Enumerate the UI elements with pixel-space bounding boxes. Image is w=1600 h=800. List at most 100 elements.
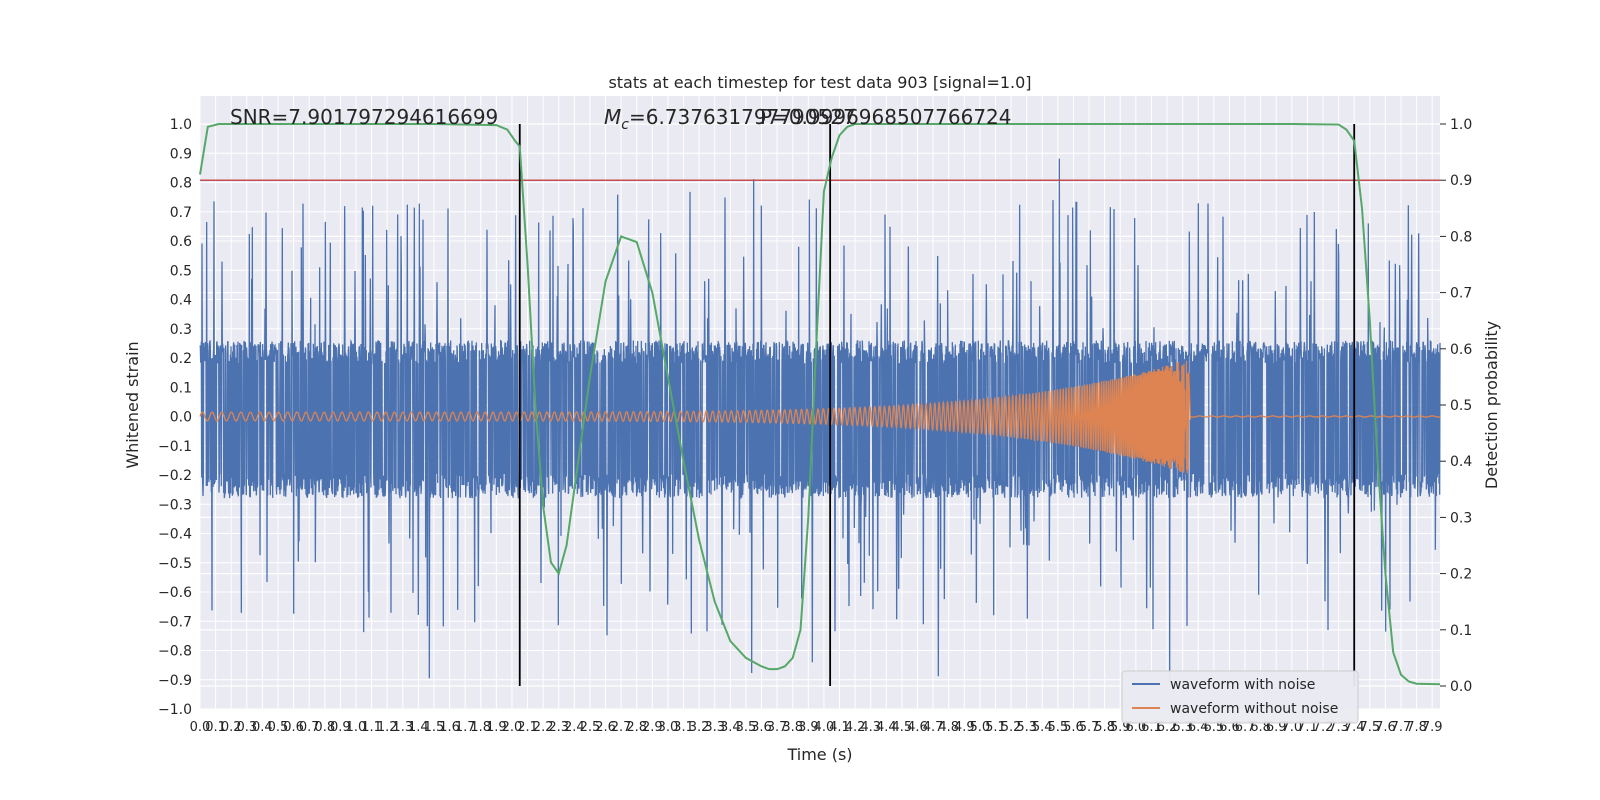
- x-tick-label: 6.9: [1266, 720, 1287, 735]
- x-tick-label: 4.1: [829, 720, 850, 735]
- x-tick-label: 4.5: [892, 720, 913, 735]
- y-tick-label: −0.5: [158, 556, 192, 572]
- x-tick-label: 5.8: [1094, 720, 1115, 735]
- y-tick-label: 0.0: [170, 410, 192, 426]
- x-tick-label: 4.0: [814, 720, 835, 735]
- series-detection-probability: [199, 123, 1441, 686]
- y-tick-label: −0.2: [158, 468, 192, 484]
- x-tick-label: 3.5: [736, 720, 757, 735]
- x-tick-label: 1.4: [408, 720, 429, 735]
- x-tick-label: 6.1: [1141, 720, 1162, 735]
- y2-tick-label: 0.5: [1450, 398, 1472, 414]
- y2-tick-label: 0.0: [1450, 679, 1472, 695]
- y-tick-label: 0.4: [170, 293, 192, 309]
- x-tick-label: 0.4: [252, 720, 273, 735]
- x-tick-label: 1.5: [424, 720, 445, 735]
- x-tick-label: 3.7: [767, 720, 788, 735]
- x-tick-label: 2.4: [564, 720, 585, 735]
- y2-axis-label: Detection probability: [1482, 321, 1501, 489]
- y-tick-label: 0.3: [170, 322, 192, 338]
- y2-tick-label: 1.0: [1450, 117, 1472, 133]
- x-tick-label: 6.7: [1235, 720, 1256, 735]
- y2-tick-label: 0.4: [1450, 454, 1472, 470]
- x-tick-label: 5.0: [970, 720, 991, 735]
- y-tick-label: −0.4: [158, 527, 192, 543]
- x-tick-label: 5.3: [1016, 720, 1037, 735]
- y2-axis-ticks: 0.0 0.1 0.2 0.3 0.4 0.5 0.6 0.7 0.8 0.9 1.0: [1440, 117, 1472, 695]
- y-tick-label: 0.5: [170, 263, 192, 279]
- x-tick-label: 4.2: [845, 720, 866, 735]
- x-tick-label: 5.9: [1110, 720, 1131, 735]
- y-axis-ticks: −1.0 −0.9 −0.8 −0.7 −0.6 −0.5 −0.4 −0.3 −0.2 −0.1…: [158, 117, 192, 718]
- y-tick-label: −0.1: [158, 439, 192, 455]
- y-tick-label: 0.9: [170, 146, 192, 162]
- x-tick-label: 2.5: [580, 720, 601, 735]
- y-tick-label: 1.0: [170, 117, 192, 133]
- x-tick-label: 4.6: [907, 720, 928, 735]
- x-tick-label: 4.9: [954, 720, 975, 735]
- x-tick-label: 7.2: [1313, 720, 1334, 735]
- y-tick-label: 0.1: [170, 380, 192, 396]
- x-tick-label: 6.0: [1126, 720, 1147, 735]
- y-tick-label: −0.3: [158, 497, 192, 513]
- x-tick-label: 5.7: [1079, 720, 1100, 735]
- x-axis-ticks: 0.00.10.20.30.40.50.60.70.80.91.01.11.21…: [190, 720, 1443, 735]
- x-tick-label: 2.8: [626, 720, 647, 735]
- x-tick-label: 3.4: [720, 720, 741, 735]
- x-tick-label: 5.5: [1048, 720, 1069, 735]
- x-tick-label: 6.8: [1250, 720, 1271, 735]
- x-tick-label: 0.6: [283, 720, 304, 735]
- x-tick-label: 1.0: [346, 720, 367, 735]
- x-tick-label: 4.7: [923, 720, 944, 735]
- x-tick-label: 1.2: [377, 720, 398, 735]
- annotation-mc: Mc=6.737631797790527: [604, 105, 856, 133]
- x-tick-label: 2.6: [595, 720, 616, 735]
- x-tick-label: 0.0: [190, 720, 211, 735]
- annotation-mc-value: =6.737631797790527: [629, 105, 856, 129]
- x-tick-label: 4.8: [938, 720, 959, 735]
- chart-title: stats at each timestep for test data 903…: [608, 73, 1031, 92]
- x-tick-label: 6.3: [1172, 720, 1193, 735]
- x-tick-label: 2.7: [611, 720, 632, 735]
- x-tick-label: 1.6: [439, 720, 460, 735]
- y-tick-label: 0.7: [170, 205, 192, 221]
- x-tick-label: 2.1: [517, 720, 538, 735]
- x-tick-label: 7.7: [1391, 720, 1412, 735]
- x-axis-label: Time (s): [786, 745, 852, 764]
- x-tick-label: 0.7: [299, 720, 320, 735]
- x-tick-label: 7.1: [1297, 720, 1318, 735]
- x-tick-label: 5.4: [1032, 720, 1053, 735]
- x-tick-label: 3.6: [751, 720, 772, 735]
- y-tick-label: 0.6: [170, 234, 192, 250]
- y-tick-label: 0.8: [170, 176, 192, 192]
- x-tick-label: 2.3: [548, 720, 569, 735]
- y-tick-label: −0.7: [158, 614, 192, 630]
- x-tick-label: 1.1: [361, 720, 382, 735]
- x-tick-label: 6.6: [1219, 720, 1240, 735]
- series-waveform-with-noise: [199, 158, 1441, 684]
- x-tick-label: 7.8: [1406, 720, 1427, 735]
- x-tick-label: 5.6: [1063, 720, 1084, 735]
- legend: waveform with noise waveform without noi…: [1121, 670, 1359, 724]
- y2-tick-label: 0.6: [1450, 342, 1472, 358]
- x-tick-label: 7.6: [1375, 720, 1396, 735]
- x-tick-label: 1.7: [455, 720, 476, 735]
- noise-waveform-path: [199, 158, 1441, 684]
- x-tick-label: 0.5: [268, 720, 289, 735]
- x-tick-label: 1.3: [392, 720, 413, 735]
- x-tick-label: 2.0: [502, 720, 523, 735]
- y2-tick-label: 0.1: [1450, 623, 1472, 639]
- x-tick-label: 0.8: [314, 720, 335, 735]
- annotations: SNR=7.901797294616699 Mc=6.7376317977905…: [230, 105, 1012, 133]
- x-tick-label: 7.4: [1344, 720, 1365, 735]
- y2-tick-label: 0.9: [1450, 173, 1472, 189]
- x-tick-label: 3.9: [798, 720, 819, 735]
- y-tick-label: 0.2: [170, 351, 192, 367]
- x-tick-label: 3.1: [673, 720, 694, 735]
- legend-label-clean: waveform without noise: [1170, 701, 1338, 717]
- x-tick-label: 0.2: [221, 720, 242, 735]
- y-axis-label: Whitened strain: [123, 341, 142, 468]
- x-tick-label: 7.9: [1422, 720, 1443, 735]
- x-tick-label: 2.2: [533, 720, 554, 735]
- y2-tick-label: 0.3: [1450, 510, 1472, 526]
